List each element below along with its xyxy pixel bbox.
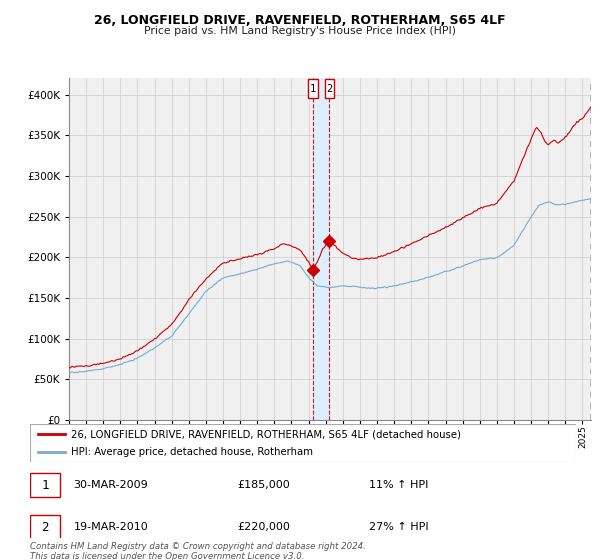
Text: 2: 2 — [41, 521, 49, 534]
Text: £220,000: £220,000 — [238, 522, 290, 532]
FancyBboxPatch shape — [30, 515, 60, 539]
FancyBboxPatch shape — [30, 424, 576, 462]
Text: Contains HM Land Registry data © Crown copyright and database right 2024.
This d: Contains HM Land Registry data © Crown c… — [30, 542, 366, 560]
Text: 11% ↑ HPI: 11% ↑ HPI — [368, 480, 428, 490]
Text: 27% ↑ HPI: 27% ↑ HPI — [368, 522, 428, 532]
Text: 26, LONGFIELD DRIVE, RAVENFIELD, ROTHERHAM, S65 4LF (detached house): 26, LONGFIELD DRIVE, RAVENFIELD, ROTHERH… — [71, 429, 461, 439]
Text: 30-MAR-2009: 30-MAR-2009 — [74, 480, 148, 490]
FancyBboxPatch shape — [325, 80, 334, 98]
Text: 26, LONGFIELD DRIVE, RAVENFIELD, ROTHERHAM, S65 4LF: 26, LONGFIELD DRIVE, RAVENFIELD, ROTHERH… — [94, 14, 506, 27]
Text: 2: 2 — [326, 83, 332, 94]
Text: 1: 1 — [41, 479, 49, 492]
Text: £185,000: £185,000 — [238, 480, 290, 490]
Text: 1: 1 — [310, 83, 316, 94]
FancyBboxPatch shape — [30, 473, 60, 497]
Text: HPI: Average price, detached house, Rotherham: HPI: Average price, detached house, Roth… — [71, 447, 313, 457]
FancyBboxPatch shape — [308, 80, 317, 98]
Text: 19-MAR-2010: 19-MAR-2010 — [74, 522, 148, 532]
Bar — [313, 78, 329, 420]
Text: Price paid vs. HM Land Registry's House Price Index (HPI): Price paid vs. HM Land Registry's House … — [144, 26, 456, 36]
